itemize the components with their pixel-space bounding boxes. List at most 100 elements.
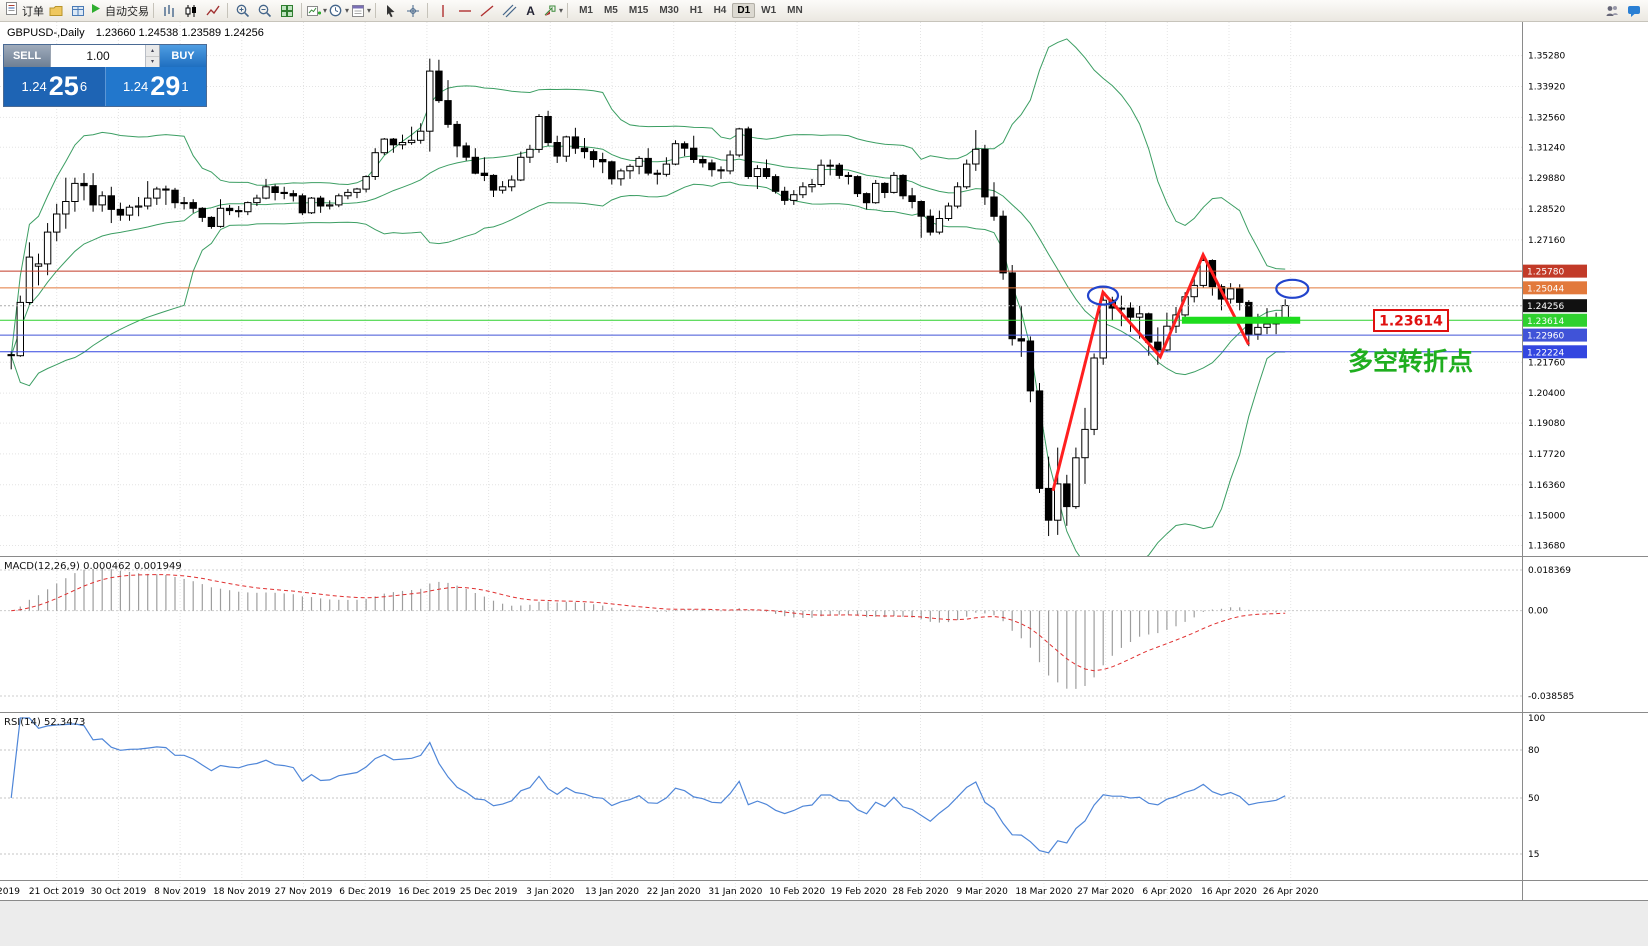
trendline-button[interactable] — [476, 1, 497, 20]
sell-price[interactable]: 1.24 25 6 — [4, 67, 106, 106]
annotations-layer[interactable]: 多空转折点 1.23614 — [1051, 251, 1473, 492]
svg-text:1.25780: 1.25780 — [1527, 268, 1564, 278]
candles-layer — [7, 58, 1289, 537]
svg-text:-0.038585: -0.038585 — [1528, 692, 1574, 702]
svg-text:9 Oct 2019: 9 Oct 2019 — [0, 887, 20, 897]
channel-button[interactable] — [498, 1, 519, 20]
data-window-icon[interactable] — [67, 1, 88, 20]
svg-text:1.19080: 1.19080 — [1528, 419, 1565, 429]
highlight-ellipse-2 — [1275, 278, 1310, 299]
macd-label: MACD(12,26,9) 0.000462 0.001949 — [4, 561, 182, 572]
auto-trading-button[interactable]: 自动交易 — [89, 1, 149, 20]
volume-control: ▴ ▾ — [50, 45, 160, 67]
one-click-trading-widget: SELL ▴ ▾ BUY 1.24 25 6 1.24 29 1 — [3, 44, 207, 107]
buy-button[interactable]: BUY — [160, 45, 206, 67]
svg-text:1.22224: 1.22224 — [1527, 348, 1564, 358]
price-tag — [1523, 328, 1587, 342]
svg-text:19 Feb 2020: 19 Feb 2020 — [831, 887, 887, 897]
sell-button[interactable]: SELL — [4, 45, 50, 67]
new-order-button[interactable]: 订单 — [4, 1, 44, 20]
timeframe-group: M1 M5 M15 M30 H1 H4 D1 W1 MN — [574, 3, 808, 18]
svg-text:21 Oct 2019: 21 Oct 2019 — [29, 887, 85, 897]
crosshair-button[interactable] — [402, 1, 423, 20]
svg-text:1.20400: 1.20400 — [1528, 389, 1565, 399]
svg-text:0.00: 0.00 — [1528, 607, 1548, 617]
community-icon[interactable] — [1601, 1, 1622, 20]
svg-text:16 Dec 2019: 16 Dec 2019 — [398, 887, 456, 897]
sell-price-base: 1.24 — [21, 79, 47, 94]
svg-text:31 Jan 2020: 31 Jan 2020 — [708, 887, 762, 897]
bar-chart-button[interactable] — [158, 1, 179, 20]
toolbar: 订单 自动交易 ▾ ▾ ▾ A ▾ M1 M5 M15 M30 H1 H4 D1 W1 MN — [0, 0, 1648, 22]
timeframe-m30-button[interactable]: M30 — [659, 5, 679, 16]
text-label-button[interactable]: A — [520, 1, 541, 20]
svg-text:1.33920: 1.33920 — [1528, 83, 1565, 93]
vertical-line-button[interactable] — [432, 1, 453, 20]
pivot-annotation-text: 多空转折点 — [1348, 347, 1473, 376]
candlestick-chart-button[interactable] — [180, 1, 201, 20]
toolbar-separator — [567, 3, 569, 18]
templates-button[interactable]: ▾ — [350, 1, 371, 20]
svg-text:28 Feb 2020: 28 Feb 2020 — [892, 887, 948, 897]
svg-text:26 Apr 2020: 26 Apr 2020 — [1263, 887, 1319, 897]
timeframe-h4-button[interactable]: H4 — [713, 5, 727, 16]
volume-down-button[interactable]: ▾ — [146, 56, 159, 67]
zoom-in-button[interactable] — [232, 1, 253, 20]
chevron-down-icon: ▾ — [345, 6, 350, 15]
toolbar-separator — [153, 3, 154, 18]
rsi-panel — [10, 717, 1286, 854]
new-order-label: 订单 — [22, 5, 44, 18]
grid-layer — [0, 22, 1522, 900]
volume-up-button[interactable]: ▴ — [146, 45, 159, 57]
timeframe-h1-button[interactable]: H1 — [689, 5, 703, 16]
price-chart-canvas[interactable]: 多空转折点 1.23614 1.35280 1.33920 1.32560 1.31240… — [0, 22, 1648, 946]
chart-symbol-period: GBPUSD-,Daily — [7, 27, 85, 39]
svg-text:1.13680: 1.13680 — [1528, 542, 1565, 552]
chat-icon[interactable] — [1623, 1, 1644, 20]
price-tag — [1523, 264, 1587, 278]
svg-text:27 Mar 2020: 27 Mar 2020 — [1077, 887, 1134, 897]
cursor-button[interactable] — [380, 1, 401, 20]
svg-text:6 Apr 2020: 6 Apr 2020 — [1142, 887, 1192, 897]
toolbar-separator — [427, 3, 429, 18]
timeframe-m15-button[interactable]: M15 — [628, 5, 649, 16]
timeframe-w1-button[interactable]: W1 — [761, 5, 777, 16]
svg-text:27 Nov 2019: 27 Nov 2019 — [275, 887, 333, 897]
svg-text:18 Mar 2020: 18 Mar 2020 — [1015, 887, 1072, 897]
svg-text:1.21760: 1.21760 — [1528, 358, 1565, 368]
trend-zigzag-line — [1051, 251, 1250, 492]
svg-text:1.28520: 1.28520 — [1528, 205, 1565, 215]
timeframe-m5-button[interactable]: M5 — [603, 5, 618, 16]
toolbar-separator — [375, 3, 377, 18]
periods-button[interactable]: ▾ — [328, 1, 349, 20]
price-tag — [1523, 313, 1587, 327]
timeframe-m1-button[interactable]: M1 — [579, 5, 593, 16]
price-axis[interactable]: 1.35280 1.33920 1.32560 1.31240 1.29880 1.285… — [1523, 52, 1587, 860]
arrows-button[interactable]: ▾ — [542, 1, 563, 20]
svg-text:1.25044: 1.25044 — [1527, 284, 1564, 294]
chart-background — [0, 22, 1648, 900]
svg-text:1.29880: 1.29880 — [1528, 174, 1565, 184]
panel-separators[interactable] — [0, 22, 1648, 901]
new-chart-button[interactable]: ▾ — [306, 1, 327, 20]
buy-price-point: 1 — [181, 79, 189, 94]
date-axis[interactable]: 9 Oct 2019 21 Oct 2019 30 Oct 2019 8 Nov 20… — [0, 887, 1319, 897]
horizontal-line-button[interactable] — [454, 1, 475, 20]
svg-text:1.15000: 1.15000 — [1528, 512, 1565, 522]
buy-price-base: 1.24 — [122, 79, 149, 94]
one-click-controls-row: SELL ▴ ▾ BUY — [4, 45, 206, 67]
timeframe-d1-button[interactable]: D1 — [732, 3, 756, 18]
volume-input[interactable] — [51, 45, 145, 67]
profiles-icon[interactable] — [45, 1, 66, 20]
buy-price[interactable]: 1.24 29 1 — [105, 67, 206, 106]
line-chart-button[interactable] — [202, 1, 223, 20]
chevron-down-icon: ▾ — [323, 6, 328, 15]
svg-text:50: 50 — [1528, 794, 1540, 804]
timeframe-mn-button[interactable]: MN — [787, 5, 803, 16]
svg-text:3 Jan 2020: 3 Jan 2020 — [526, 887, 574, 897]
zoom-out-button[interactable] — [254, 1, 275, 20]
tile-windows-button[interactable] — [276, 1, 297, 20]
macd-signal-line — [11, 574, 1286, 672]
svg-text:30 Oct 2019: 30 Oct 2019 — [91, 887, 147, 897]
